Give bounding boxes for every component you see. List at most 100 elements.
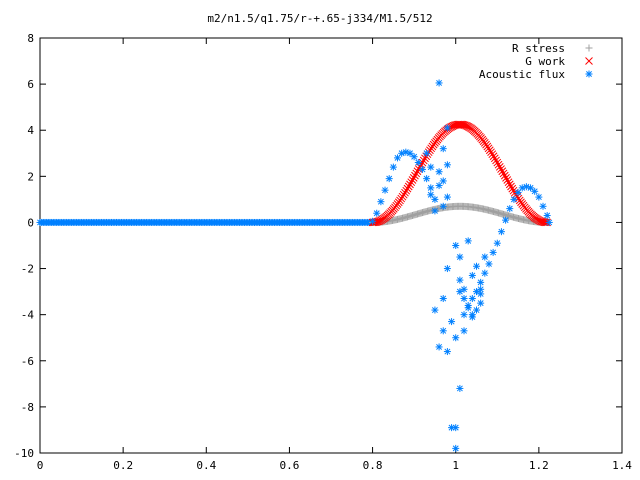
acoustic-flux-point [431,207,439,215]
x-tick-label: 1.2 [529,459,549,472]
acoustic-flux-point [485,260,493,268]
acoustic-flux-point [381,186,389,194]
acoustic-flux-point [439,295,447,303]
data-marks [36,79,553,452]
chart-title: m2/n1.5/q1.75/r-+.65-j334/M1.5/512 [207,12,432,25]
acoustic-flux-point [464,304,472,312]
x-tick-label: 0 [37,459,44,472]
acoustic-flux-point [431,195,439,203]
acoustic-flux-point [460,295,468,303]
acoustic-flux-point [385,175,393,183]
g-work-point [509,186,518,195]
g-work-point [462,121,470,130]
acoustic-flux-point [468,311,476,319]
g-work-point [498,167,507,176]
g-work-point [488,150,497,159]
g-work-point [407,178,416,187]
acoustic-flux-point [464,237,472,245]
acoustic-flux-point [377,198,385,206]
acoustic-flux-point [477,299,485,307]
y-tick-label: 2 [27,170,34,183]
acoustic-flux-point [423,175,431,183]
acoustic-flux-point [452,424,460,432]
legend-label: G work [525,55,565,68]
g-work-point [507,182,515,191]
g-work-point [421,154,429,163]
acoustic-flux-point [373,209,381,217]
acoustic-flux-point [460,327,468,335]
g-work-point [502,173,510,182]
acoustic-flux-point [473,262,480,270]
g-work-point [504,178,513,187]
legend-label: Acoustic flux [479,68,565,81]
acoustic-flux-point [369,217,377,225]
acoustic-flux-point [531,187,539,195]
g-work-point [398,192,407,201]
acoustic-flux-point [506,205,514,213]
x-tick-label: 0.8 [363,459,383,472]
x-tick-label: 1 [452,459,459,472]
acoustic-flux-point [539,202,547,210]
legend-label: R stress [512,42,565,55]
g-work-point [499,169,508,178]
acoustic-flux-point [456,276,464,284]
g-work-point [401,188,409,197]
acoustic-flux-point [460,311,468,319]
acoustic-flux-point [468,271,476,279]
g-work-point [402,186,411,195]
acoustic-flux-point [448,318,456,326]
acoustic-flux-point [468,295,476,303]
g-work-point [411,171,419,180]
g-work-point [490,154,499,163]
acoustic-flux-point [435,182,443,190]
y-tick-label: -10 [14,447,34,460]
acoustic-flux-point [497,228,505,236]
acoustic-flux-point [481,269,489,277]
acoustic-flux-point [414,159,422,166]
y-tick-label: 0 [27,216,34,229]
acoustic-flux-point [439,327,447,335]
y-tick-label: -2 [21,263,34,276]
legend-marker [585,44,593,52]
acoustic-flux-point [452,242,460,249]
x-tick-label: 0.2 [113,459,133,472]
acoustic-flux-point [418,165,426,173]
acoustic-flux-point [452,444,460,452]
acoustic-flux-point [493,239,501,247]
x-tick-label: 0.6 [279,459,299,472]
y-tick-label: -6 [21,355,34,368]
acoustic-flux-point [502,216,510,224]
g-work-point [505,180,514,189]
acoustic-flux-point [535,193,543,201]
acoustic-flux-point [443,124,451,132]
g-work-point [404,182,413,191]
y-tick-label: -4 [21,309,35,322]
axis-ticks: 0 0.2 0.4 0.6 0.8 1 1.2 1.4 8 6 4 2 0 -2 -4 -6 -8 -10 [14,32,632,472]
y-tick-label: 6 [27,78,34,91]
acoustic-flux-point [410,153,418,161]
g-work-point [412,169,421,178]
g-work-point [399,190,408,199]
g-work-point [493,158,502,167]
acoustic-flux-point [394,154,402,162]
acoustic-flux-point [510,195,518,203]
g-work-point [492,156,500,165]
acoustic-flux-point [456,384,464,392]
acoustic-flux-point [439,177,447,185]
g-work-point [403,184,412,193]
acoustic-flux-point [439,145,447,153]
acoustic-flux-point [439,202,447,210]
x-tick-label: 0.4 [196,459,216,472]
g-work-point [494,160,503,169]
acoustic-flux-point [543,212,551,220]
g-work-point [508,184,517,193]
acoustic-flux-point [443,348,451,356]
acoustic-flux-point [456,253,464,261]
acoustic-flux-point [489,248,497,256]
acoustic-flux-point [477,290,485,298]
acoustic-flux-point [435,168,443,176]
acoustic-flux-point [443,193,451,201]
